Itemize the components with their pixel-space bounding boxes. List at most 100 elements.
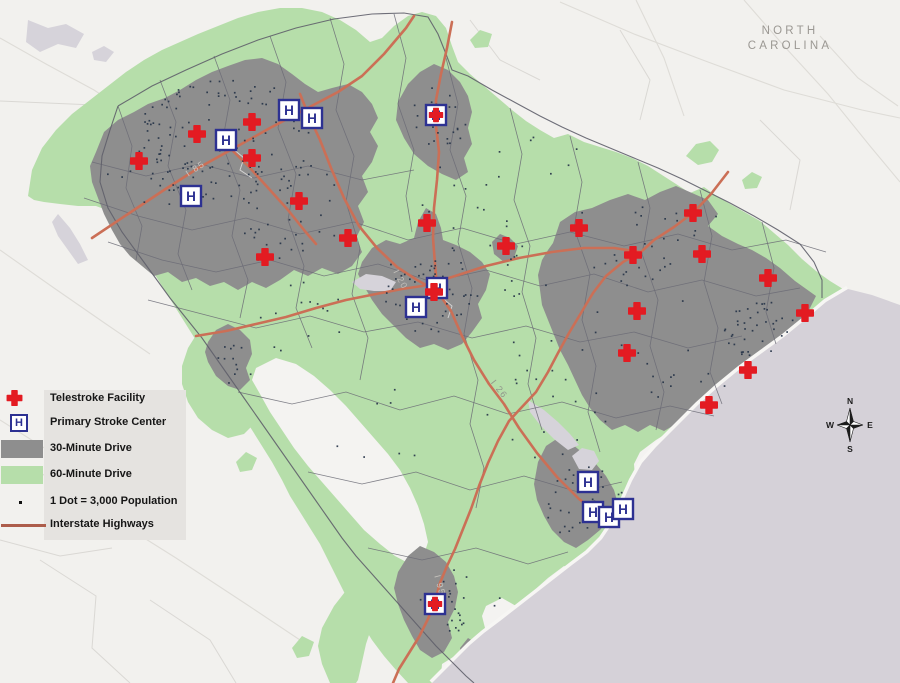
population-dot: [202, 196, 204, 198]
population-dot: [449, 94, 451, 97]
legend-item-stroke-center: H Primary Stroke Center: [0, 413, 195, 433]
population-dot: [399, 304, 401, 307]
swatch-30min-icon: [1, 440, 43, 458]
population-dot: [700, 380, 702, 383]
telestroke-facility-marker: [684, 204, 702, 222]
population-dot: [515, 254, 518, 257]
population-dot: [395, 278, 397, 280]
population-dot: [290, 185, 292, 187]
population-dot: [192, 176, 195, 179]
population-dot: [594, 331, 597, 334]
population-dot: [310, 165, 312, 167]
population-dot: [451, 619, 453, 622]
population-dot: [298, 130, 300, 132]
population-dot: [307, 335, 310, 337]
population-dot: [422, 273, 425, 276]
compass-rose: N E S W: [826, 396, 873, 454]
population-dot: [167, 100, 170, 103]
population-dot: [620, 280, 623, 282]
population-dot: [676, 219, 678, 222]
population-dot: [448, 106, 451, 108]
population-dot: [168, 189, 171, 192]
telestroke-facility-marker: [418, 214, 436, 232]
population-dot: [166, 106, 168, 109]
population-dot: [459, 614, 461, 617]
population-dot: [620, 344, 623, 347]
population-dot: [290, 248, 293, 251]
population-dot: [235, 96, 237, 98]
interstate-20: [194, 246, 643, 338]
population-dot: [644, 275, 647, 278]
population-dot: [280, 168, 283, 171]
interstate-77: [431, 20, 454, 290]
population-dot: [273, 87, 276, 89]
population-dot: [419, 598, 422, 601]
population-dot: [743, 338, 746, 341]
population-dot: [518, 293, 521, 295]
population-dot: [636, 223, 638, 226]
population-dot: [363, 456, 365, 458]
population-dot: [550, 172, 552, 175]
population-dot: [293, 120, 295, 123]
population-dot: [434, 273, 436, 275]
population-dot: [271, 153, 273, 156]
population-dot: [212, 197, 215, 200]
population-dot: [418, 274, 420, 277]
population-dot: [604, 262, 607, 265]
population-dot: [255, 189, 258, 192]
population-dot: [460, 262, 462, 264]
population-dot: [460, 313, 462, 316]
population-dot: [651, 278, 654, 281]
legend-label: 60-Minute Drive: [50, 468, 132, 480]
telestroke-facility-marker: [256, 248, 274, 266]
population-dot: [432, 275, 435, 278]
population-dot: [600, 476, 603, 478]
primary-stroke-center-marker: H: [300, 106, 324, 130]
population-dot: [513, 295, 515, 297]
population-dot: [230, 347, 232, 350]
population-dot: [485, 184, 488, 186]
population-dot: [564, 478, 567, 481]
state-borders: [99, 12, 823, 683]
population-dot: [772, 322, 775, 325]
population-dot: [534, 456, 536, 459]
population-dot: [476, 295, 479, 297]
population-dot: [489, 244, 492, 247]
telestroke-facility-marker: [188, 125, 206, 143]
population-dot: [279, 189, 281, 192]
hospital-h-glyph: H: [307, 111, 317, 126]
population-dot: [275, 121, 277, 124]
water-bodies: [26, 20, 599, 470]
population-dot: [575, 148, 578, 150]
population-dot: [791, 319, 794, 322]
population-dot: [617, 493, 620, 496]
population-dot: [728, 342, 730, 345]
population-dot: [232, 344, 235, 347]
population-dot: [240, 346, 243, 349]
telestroke-facility-marker: [618, 344, 636, 362]
population-dot: [385, 292, 388, 294]
population-dot: [178, 91, 180, 94]
population-dot: [694, 230, 697, 232]
population-dot: [258, 228, 260, 231]
population-dot: [235, 363, 238, 366]
population-dot: [249, 90, 252, 92]
population-dot: [247, 102, 250, 105]
compass-w: W: [826, 420, 835, 430]
population-dot: [406, 318, 408, 320]
population-dot: [498, 151, 501, 153]
legend-panel: [44, 390, 186, 540]
population-dot: [564, 378, 567, 381]
population-dot: [459, 619, 461, 622]
population-dot: [302, 249, 304, 252]
lake-marion: [528, 400, 579, 450]
population-dot: [568, 511, 570, 514]
population-dot: [669, 263, 672, 265]
population-dot: [428, 143, 430, 145]
population-dot: [663, 237, 665, 240]
population-dot: [439, 166, 441, 169]
population-dot: [183, 145, 186, 147]
population-dot: [230, 195, 233, 198]
legend-label: 30-Minute Drive: [50, 442, 132, 454]
